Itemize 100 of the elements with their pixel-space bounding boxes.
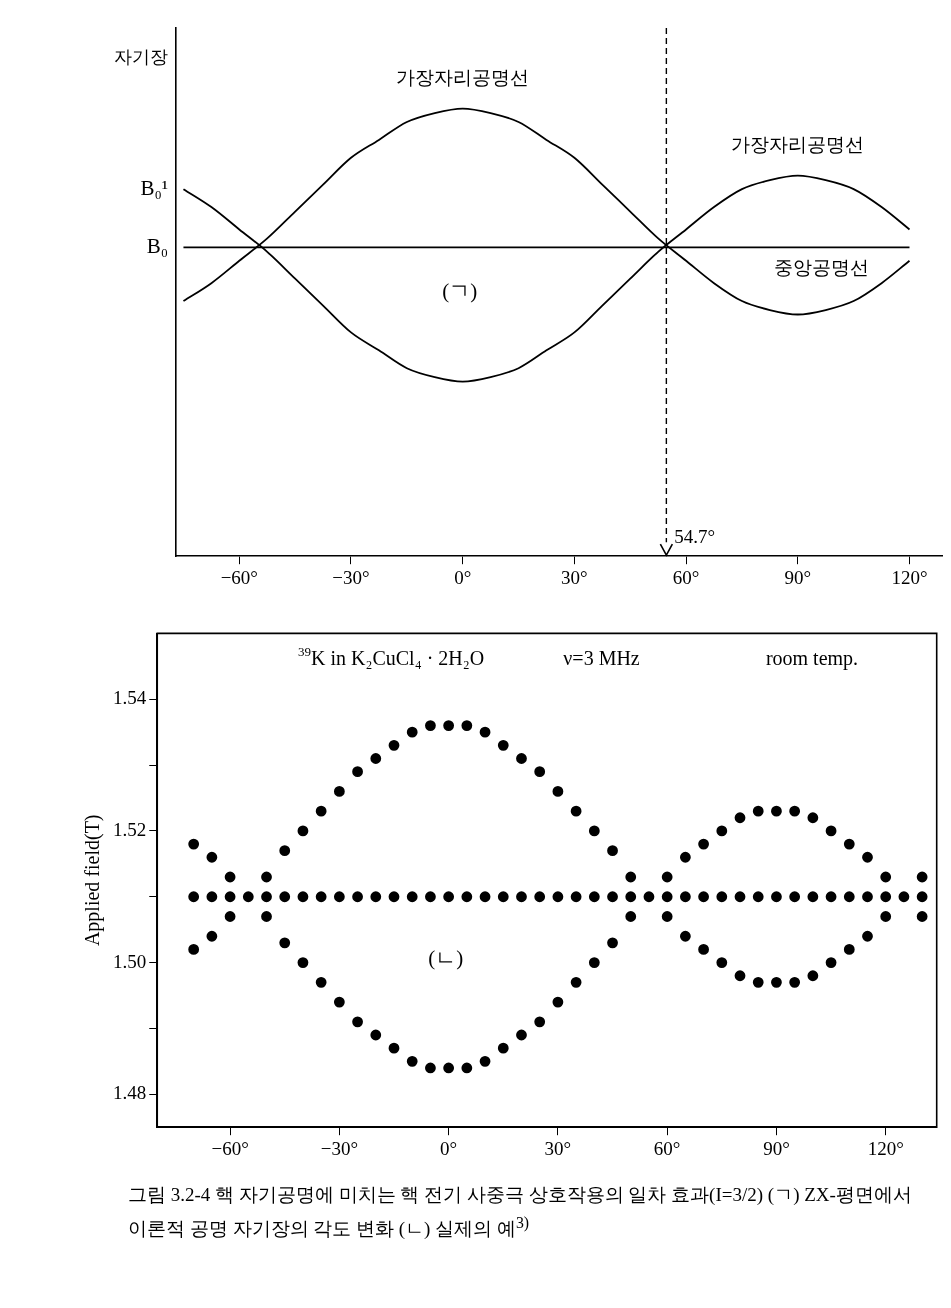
point xyxy=(388,891,400,903)
point xyxy=(461,891,473,903)
point xyxy=(625,911,637,922)
point xyxy=(679,930,691,942)
point xyxy=(461,720,473,731)
point xyxy=(588,891,600,903)
annotation: (ㄱ) xyxy=(442,278,478,303)
point xyxy=(206,891,218,903)
point xyxy=(224,911,236,922)
point xyxy=(843,838,855,850)
point xyxy=(843,944,855,955)
point xyxy=(588,957,600,968)
point xyxy=(370,1029,382,1041)
point xyxy=(315,805,327,817)
point xyxy=(825,825,837,837)
point xyxy=(297,825,309,837)
x-tick-label: 0° xyxy=(440,1137,458,1159)
point xyxy=(716,891,728,903)
point xyxy=(752,891,764,903)
point xyxy=(206,851,218,863)
point xyxy=(479,1055,491,1067)
point xyxy=(479,891,491,903)
point xyxy=(425,891,436,903)
point xyxy=(443,891,455,903)
point xyxy=(643,891,655,903)
point xyxy=(461,1062,473,1074)
point xyxy=(497,891,509,903)
point xyxy=(188,891,200,903)
y-tick-label: 1.50 xyxy=(113,950,147,972)
point xyxy=(789,891,801,903)
y-axis-title: Applied field(T) xyxy=(81,814,105,947)
point xyxy=(771,976,782,988)
x-tick-label: −30° xyxy=(320,1137,359,1159)
point xyxy=(625,891,637,903)
point xyxy=(898,891,910,903)
x-tick-label: 90° xyxy=(763,1137,790,1159)
point xyxy=(497,739,509,751)
point xyxy=(261,871,272,883)
point xyxy=(825,891,837,903)
point xyxy=(570,891,582,903)
point xyxy=(916,871,928,883)
y-tick-label: 1.54 xyxy=(113,687,147,709)
point xyxy=(352,766,363,778)
x-tick-label: 30° xyxy=(561,566,588,588)
point xyxy=(443,1062,455,1074)
point xyxy=(333,786,345,797)
point xyxy=(570,805,582,817)
point xyxy=(916,891,928,903)
point xyxy=(752,805,764,817)
point xyxy=(734,812,746,824)
point xyxy=(607,891,618,903)
point xyxy=(916,911,928,922)
point xyxy=(206,930,218,942)
point xyxy=(607,937,618,949)
point xyxy=(862,930,873,942)
point xyxy=(279,891,291,903)
point xyxy=(315,976,327,988)
point xyxy=(552,891,564,903)
x-tick-label: 120° xyxy=(867,1137,904,1159)
point xyxy=(279,937,291,949)
point xyxy=(261,911,272,922)
point xyxy=(425,720,436,731)
point xyxy=(661,871,673,883)
point xyxy=(661,891,673,903)
point xyxy=(771,891,782,903)
point xyxy=(333,996,345,1008)
x-tick-label: 60° xyxy=(672,566,700,588)
point xyxy=(698,944,709,955)
point xyxy=(388,739,400,751)
annotation: (ㄴ) xyxy=(428,945,464,970)
point xyxy=(279,845,291,857)
annotation: room temp. xyxy=(765,646,859,670)
point xyxy=(443,720,455,731)
point xyxy=(698,891,709,903)
ref-line-label: 54.7° xyxy=(674,526,716,548)
y-tick-label: 1.48 xyxy=(113,1082,147,1104)
point xyxy=(224,891,236,903)
point xyxy=(588,825,600,837)
point xyxy=(716,957,728,968)
point xyxy=(534,1016,546,1028)
series-label: 중앙공명선 xyxy=(774,257,870,279)
point xyxy=(807,812,819,824)
point xyxy=(789,805,801,817)
x-tick-label: 120° xyxy=(891,566,928,588)
point xyxy=(188,944,200,955)
point xyxy=(425,1062,436,1074)
point xyxy=(261,891,272,903)
point xyxy=(297,891,309,903)
point xyxy=(406,726,418,738)
point xyxy=(333,891,345,903)
point xyxy=(352,1016,363,1028)
point xyxy=(698,838,709,850)
point xyxy=(516,753,527,764)
text: B₀¹ xyxy=(140,175,168,200)
y-tick-label: 1.52 xyxy=(113,818,147,840)
point xyxy=(862,891,873,903)
text: B₀ xyxy=(146,233,168,258)
point xyxy=(479,726,491,738)
point xyxy=(388,1042,400,1054)
point xyxy=(716,825,728,837)
